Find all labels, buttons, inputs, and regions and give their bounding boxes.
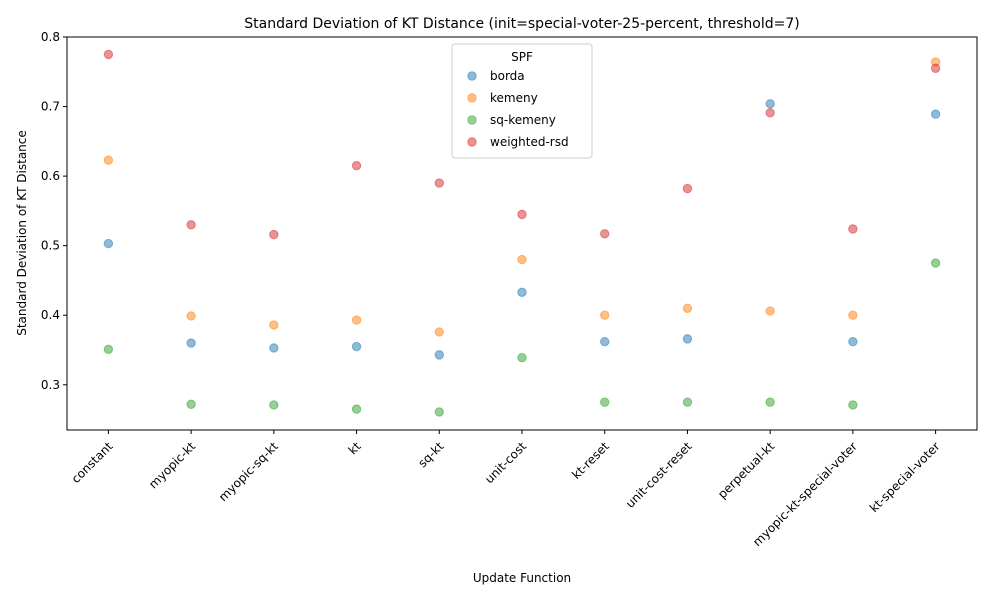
x-tick-label: constant — [69, 439, 116, 486]
legend-label: borda — [490, 69, 525, 83]
x-tick-label: kt-special-voter — [867, 439, 943, 515]
point-kemeny-sq-kt — [435, 328, 443, 336]
y-tick-label: 0.7 — [41, 100, 60, 114]
point-borda-perpetual-kt — [766, 100, 774, 108]
point-weighted-rsd-perpetual-kt — [766, 109, 774, 117]
point-borda-kt-special-voter — [931, 110, 939, 118]
point-borda-kt — [352, 342, 360, 350]
point-kemeny-myopic-kt — [187, 312, 195, 320]
legend-marker — [468, 94, 476, 102]
point-kemeny-constant — [104, 156, 112, 164]
point-sq-kemeny-sq-kt — [435, 408, 443, 416]
y-tick-label: 0.5 — [41, 239, 60, 253]
point-kemeny-kt — [352, 316, 360, 324]
x-axis: constant myopic-kt myopic-sq-kt kt sq-kt unit… — [69, 430, 943, 549]
point-sq-kemeny-unit-cost — [518, 353, 526, 361]
point-sq-kemeny-myopic-sq-kt — [270, 401, 278, 409]
x-tick-label: kt — [346, 439, 364, 457]
x-tick-label: myopic-sq-kt — [216, 439, 281, 504]
legend: SPF borda kemeny sq-kemeny weighted-rsd — [452, 44, 592, 158]
legend-label: kemeny — [490, 91, 538, 105]
point-kemeny-unit-cost — [518, 255, 526, 263]
x-tick-label: myopic-kt — [146, 439, 198, 491]
y-axis-label: Standard Deviation of KT Distance — [15, 130, 29, 336]
point-weighted-rsd-sq-kt — [435, 179, 443, 187]
point-weighted-rsd-kt-reset — [601, 230, 609, 238]
legend-label: sq-kemeny — [490, 113, 556, 127]
point-borda-unit-cost-reset — [683, 335, 691, 343]
point-sq-kemeny-unit-cost-reset — [683, 398, 691, 406]
point-weighted-rsd-myopic-kt — [187, 221, 195, 229]
legend-marker — [468, 72, 476, 80]
point-borda-myopic-kt — [187, 339, 195, 347]
point-sq-kemeny-kt-reset — [601, 398, 609, 406]
point-weighted-rsd-kt-special-voter — [931, 64, 939, 72]
y-tick-label: 0.3 — [41, 378, 60, 392]
point-sq-kemeny-constant — [104, 345, 112, 353]
point-weighted-rsd-kt — [352, 161, 360, 169]
point-kemeny-myopic-kt-special-voter — [849, 311, 857, 319]
y-tick-label: 0.6 — [41, 169, 60, 183]
legend-marker — [468, 138, 476, 146]
point-weighted-rsd-myopic-sq-kt — [270, 230, 278, 238]
point-sq-kemeny-myopic-kt-special-voter — [849, 401, 857, 409]
x-tick-label: kt-reset — [569, 439, 612, 482]
x-tick-label: sq-kt — [415, 439, 446, 470]
y-axis: 0.3 0.4 0.5 0.6 0.7 0.8 — [41, 30, 67, 392]
point-borda-unit-cost — [518, 288, 526, 296]
point-sq-kemeny-kt-special-voter — [931, 259, 939, 267]
legend-label: weighted-rsd — [490, 135, 569, 149]
point-borda-constant — [104, 239, 112, 247]
point-borda-myopic-kt-special-voter — [849, 337, 857, 345]
point-kemeny-perpetual-kt — [766, 307, 774, 315]
x-axis-label: Update Function — [473, 571, 571, 585]
point-sq-kemeny-kt — [352, 405, 360, 413]
x-tick-label: unit-cost-reset — [623, 439, 695, 511]
legend-title: SPF — [511, 50, 533, 64]
point-sq-kemeny-myopic-kt — [187, 400, 195, 408]
x-tick-label: unit-cost — [482, 439, 529, 486]
point-weighted-rsd-constant — [104, 50, 112, 58]
x-tick-label: perpetual-kt — [715, 439, 777, 501]
point-kemeny-kt-reset — [601, 311, 609, 319]
point-weighted-rsd-unit-cost — [518, 210, 526, 218]
y-tick-label: 0.4 — [41, 308, 60, 322]
point-borda-myopic-sq-kt — [270, 344, 278, 352]
chart-title: Standard Deviation of KT Distance (init=… — [244, 16, 799, 32]
point-borda-sq-kt — [435, 351, 443, 359]
y-tick-label: 0.8 — [41, 30, 60, 44]
point-weighted-rsd-myopic-kt-special-voter — [849, 225, 857, 233]
point-borda-kt-reset — [601, 337, 609, 345]
series-sq-kemeny — [104, 259, 940, 416]
legend-marker — [468, 116, 476, 124]
point-kemeny-myopic-sq-kt — [270, 321, 278, 329]
point-sq-kemeny-perpetual-kt — [766, 398, 774, 406]
point-kemeny-unit-cost-reset — [683, 304, 691, 312]
point-weighted-rsd-unit-cost-reset — [683, 184, 691, 192]
